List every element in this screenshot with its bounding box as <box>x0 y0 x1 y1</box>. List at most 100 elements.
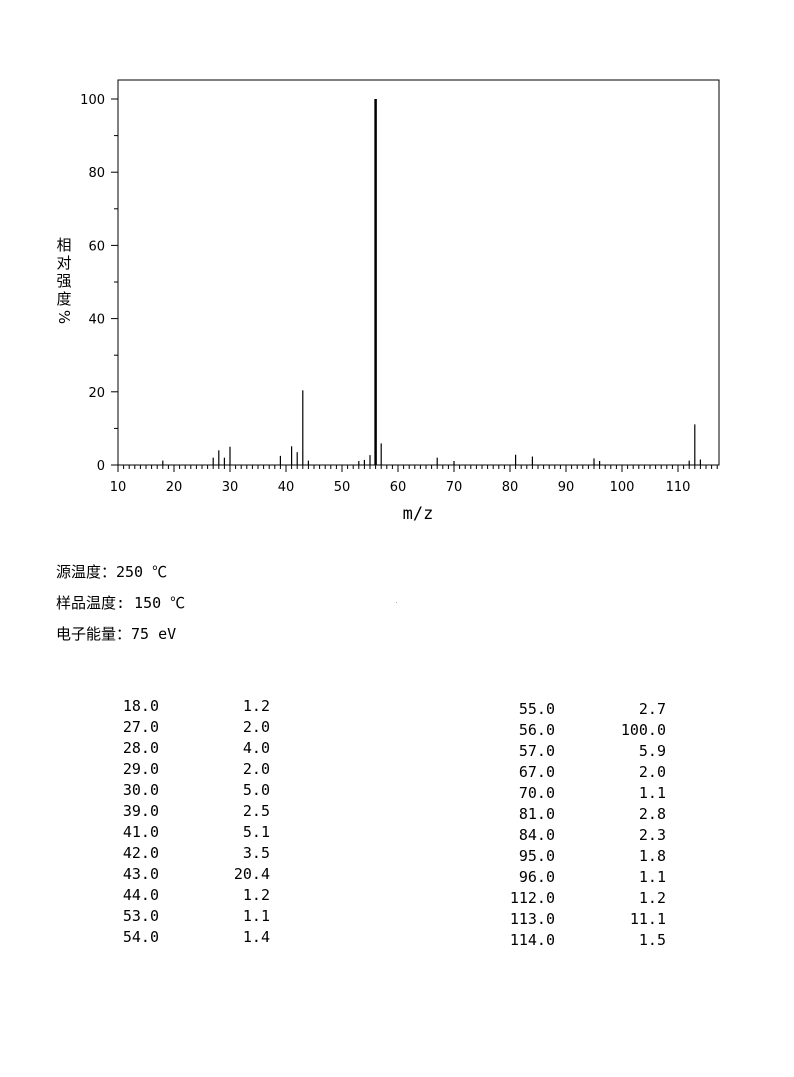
x-tick-label: 50 <box>334 480 351 495</box>
table-row: 114.0 1.5 <box>0 930 666 951</box>
table-row: 112.0 1.2 <box>0 888 666 909</box>
mz-value: 96.0 <box>518 868 555 886</box>
x-tick-label: 110 <box>666 480 691 495</box>
mz-value: 27.0 <box>122 718 159 736</box>
intensity-value: 5.0 <box>242 781 270 799</box>
mz-value: 43.0 <box>122 865 159 883</box>
table-row: 44.0 1.2 <box>0 885 270 906</box>
table-row: 95.0 1.8 <box>0 846 666 867</box>
intensity-value: 2.0 <box>242 718 270 736</box>
table-row: 41.0 5.1 <box>0 822 270 843</box>
intensity-value: 2.5 <box>242 802 270 820</box>
x-axis-title: m/z <box>403 504 434 524</box>
intensity-value: 1.2 <box>242 697 270 715</box>
intensity-value: 1.1 <box>638 868 666 886</box>
mz-value: 70.0 <box>518 784 555 802</box>
intensity-value: 2.0 <box>242 760 270 778</box>
intensity-value: 5.1 <box>242 823 270 841</box>
x-tick-label: 20 <box>166 480 183 495</box>
table-row: 42.0 3.5 <box>0 843 270 864</box>
table-row: 18.0 1.2 <box>0 696 270 717</box>
mz-value: 84.0 <box>518 826 555 844</box>
intensity-value: 2.3 <box>638 826 666 844</box>
x-axis-ticks: 10 20 30 40 50 60 70 80 90 100 110 <box>110 465 718 495</box>
intensity-value: 20.4 <box>233 865 270 883</box>
y-axis-title-char: 对 <box>56 254 71 272</box>
mz-value: 57.0 <box>518 742 555 760</box>
intensity-value: 4.0 <box>242 739 270 757</box>
table-row: 53.0 1.1 <box>0 906 270 927</box>
mass-spectrum-chart: 10 20 30 40 50 60 70 80 90 100 110 0 20 40 60 80 100 m/… <box>55 79 720 524</box>
mz-value: 42.0 <box>122 844 159 862</box>
table-row: 84.0 2.3 <box>0 825 666 846</box>
intensity-value: 1.5 <box>638 931 666 949</box>
plot-frame <box>117 79 720 466</box>
mz-value: 28.0 <box>122 739 159 757</box>
mz-value: 95.0 <box>518 847 555 865</box>
y-axis-title-char: 强 <box>56 272 71 290</box>
x-tick-label: 100 <box>610 480 635 495</box>
mz-value: 67.0 <box>518 763 555 781</box>
intensity-value: 1.2 <box>638 889 666 907</box>
y-axis-title-char: 相 <box>56 236 71 254</box>
table-row: 96.0 1.1 <box>0 867 666 888</box>
mz-value: 112.0 <box>509 889 555 907</box>
stray-dot <box>396 602 397 603</box>
mz-value: 30.0 <box>122 781 159 799</box>
table-row: 56.0 100.0 <box>0 720 666 741</box>
y-axis-ticks: 0 20 40 60 80 100 <box>80 93 118 474</box>
intensity-value: 1.4 <box>242 928 270 946</box>
condition-line: 样品温度: 150 ℃ <box>56 594 186 612</box>
mz-value: 39.0 <box>122 802 159 820</box>
intensity-value: 1.1 <box>638 784 666 802</box>
y-axis-title-char: 度 <box>56 290 71 308</box>
intensity-value: 1.1 <box>242 907 270 925</box>
y-axis-title-char: % <box>55 310 73 324</box>
table-row: 28.0 4.0 <box>0 738 270 759</box>
x-tick-label: 90 <box>558 480 575 495</box>
table-row: 54.0 1.4 <box>0 927 270 948</box>
mz-value: 18.0 <box>122 697 159 715</box>
condition-line: 源温度：250 ℃ <box>56 563 168 581</box>
y-tick-label: 40 <box>88 313 105 328</box>
table-row: 43.0 20.4 <box>0 864 270 885</box>
intensity-value: 11.1 <box>629 910 666 928</box>
intensity-value: 100.0 <box>620 721 666 739</box>
x-tick-label: 40 <box>278 480 295 495</box>
intensity-value: 2.7 <box>638 700 666 718</box>
mz-value: 81.0 <box>518 805 555 823</box>
table-row: 57.0 5.9 <box>0 741 666 762</box>
table-row: 67.0 2.0 <box>0 762 666 783</box>
intensity-value: 2.0 <box>638 763 666 781</box>
intensity-value: 3.5 <box>242 844 270 862</box>
y-tick-label: 100 <box>80 93 105 108</box>
table-row: 81.0 2.8 <box>0 804 666 825</box>
table-row: 29.0 2.0 <box>0 759 270 780</box>
x-tick-label: 10 <box>110 480 127 495</box>
table-row: 55.0 2.7 <box>0 699 666 720</box>
table-row: 70.0 1.1 <box>0 783 666 804</box>
x-tick-label: 70 <box>446 480 463 495</box>
y-tick-label: 80 <box>88 166 105 181</box>
table-row: 113.0 11.1 <box>0 909 666 930</box>
x-tick-label: 80 <box>502 480 519 495</box>
y-tick-label: 20 <box>88 386 105 401</box>
mz-value: 29.0 <box>122 760 159 778</box>
intensity-value: 2.8 <box>638 805 666 823</box>
mz-value: 54.0 <box>122 928 159 946</box>
y-tick-label: 60 <box>88 239 105 254</box>
peak-table-right: 55.0 2.7 56.0 100.0 57.0 5.9 67.0 2.0 70.0 1.1 81.… <box>0 699 666 951</box>
mz-value: 41.0 <box>122 823 159 841</box>
mz-value: 113.0 <box>509 910 555 928</box>
x-tick-label: 30 <box>222 480 239 495</box>
spectrum-peaks <box>162 99 702 465</box>
x-tick-label: 60 <box>390 480 407 495</box>
intensity-value: 5.9 <box>638 742 666 760</box>
mz-value: 53.0 <box>122 907 159 925</box>
mz-value: 55.0 <box>518 700 555 718</box>
intensity-value: 1.8 <box>638 847 666 865</box>
mz-value: 114.0 <box>509 931 555 949</box>
peak-table-left: 18.0 1.2 27.0 2.0 28.0 4.0 29.0 2.0 30.0 5.0 39.0 2… <box>0 696 270 948</box>
table-row: 39.0 2.5 <box>0 801 270 822</box>
